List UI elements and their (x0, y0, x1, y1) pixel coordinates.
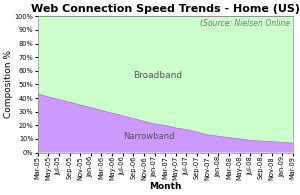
Text: Broadband: Broadband (133, 71, 182, 80)
Y-axis label: Composition %: Composition % (4, 51, 13, 119)
Text: Narrowband: Narrowband (124, 132, 175, 141)
X-axis label: Month: Month (149, 182, 182, 191)
Text: (Source: Nielsen Online: (Source: Nielsen Online (200, 19, 290, 28)
Title: Web Connection Speed Trends - Home (US): Web Connection Speed Trends - Home (US) (31, 4, 300, 14)
